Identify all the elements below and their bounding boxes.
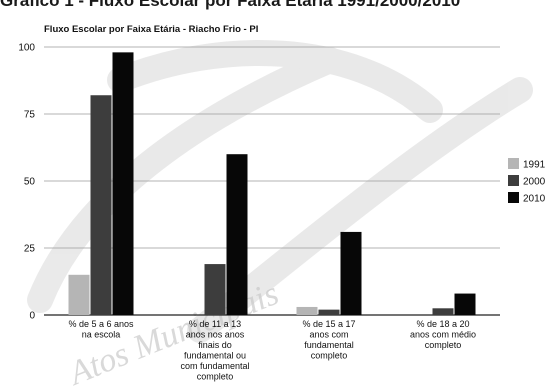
category-label: % de 5 a 6 anos na escola [68, 319, 134, 340]
category-label-line: completo [311, 351, 348, 361]
y-tick-label: 50 [24, 177, 36, 188]
y-tick-label: 75 [24, 110, 36, 121]
bar-1991-cat3 [296, 306, 318, 315]
category-label-line: anos com [309, 330, 348, 340]
category-label-line: anos com médio [410, 330, 476, 340]
y-axis-labels: 0 25 50 75 100 [18, 43, 35, 322]
category-label: % de 15 a 17 anos com fundamental completo [302, 319, 355, 361]
bar-2010-cat1 [112, 52, 134, 316]
category-label-line: fundamental ou [184, 351, 246, 361]
bar-1991-cat1 [68, 274, 90, 315]
category-label-line: fundamental [304, 340, 354, 350]
y-tick-label: 0 [29, 311, 35, 322]
category-label-line: completo [425, 340, 462, 350]
gridlines [44, 46, 500, 316]
category-label: % de 11 a 13 anos nos anos finais do fundam… [180, 319, 249, 382]
bar-2010-cat2 [226, 154, 248, 315]
category-label-line: % de 5 a 6 anos [68, 319, 134, 329]
category-label-line: anos nos anos [186, 330, 245, 340]
category-label-line: finais do [198, 340, 232, 350]
bar-2000-cat2 [204, 264, 226, 315]
page-heading: Gráfico 1 - Fluxo Escolar por Faixa Etár… [0, 0, 461, 10]
chart-title: Fluxo Escolar por Faixa Etária - Riacho … [44, 24, 259, 35]
y-tick-label: 100 [18, 43, 35, 54]
category-label-line: % de 11 a 13 [189, 319, 241, 329]
bar-2000-cat1 [90, 95, 112, 316]
bar-2000-cat3 [318, 309, 340, 315]
category-label-line: % de 18 a 20 [416, 319, 469, 329]
category-label-line: na escola [82, 330, 121, 340]
legend-swatch-2000 [508, 175, 519, 186]
category-label-line: % de 15 a 17 [302, 319, 355, 329]
bar-2010-cat3 [340, 231, 362, 315]
legend: 1991 2000 2010 [508, 158, 546, 205]
y-tick-label: 25 [24, 244, 36, 255]
legend-swatch-2010 [508, 192, 519, 203]
category-label-line: completo [197, 372, 234, 382]
bar-2010-cat4 [454, 293, 476, 315]
bar-2000-cat4 [432, 308, 454, 315]
category-labels: % de 5 a 6 anos na escola% de 11 a 13 anos… [68, 319, 476, 382]
legend-label-2000: 2000 [523, 177, 546, 188]
category-label: % de 18 a 20 anos com médio completo [410, 319, 476, 350]
category-label-line: com fundamental [180, 361, 249, 371]
legend-swatch-1991 [508, 158, 519, 169]
legend-label-2010: 2010 [523, 194, 546, 205]
bars [68, 52, 476, 316]
legend-label-1991: 1991 [523, 160, 546, 171]
